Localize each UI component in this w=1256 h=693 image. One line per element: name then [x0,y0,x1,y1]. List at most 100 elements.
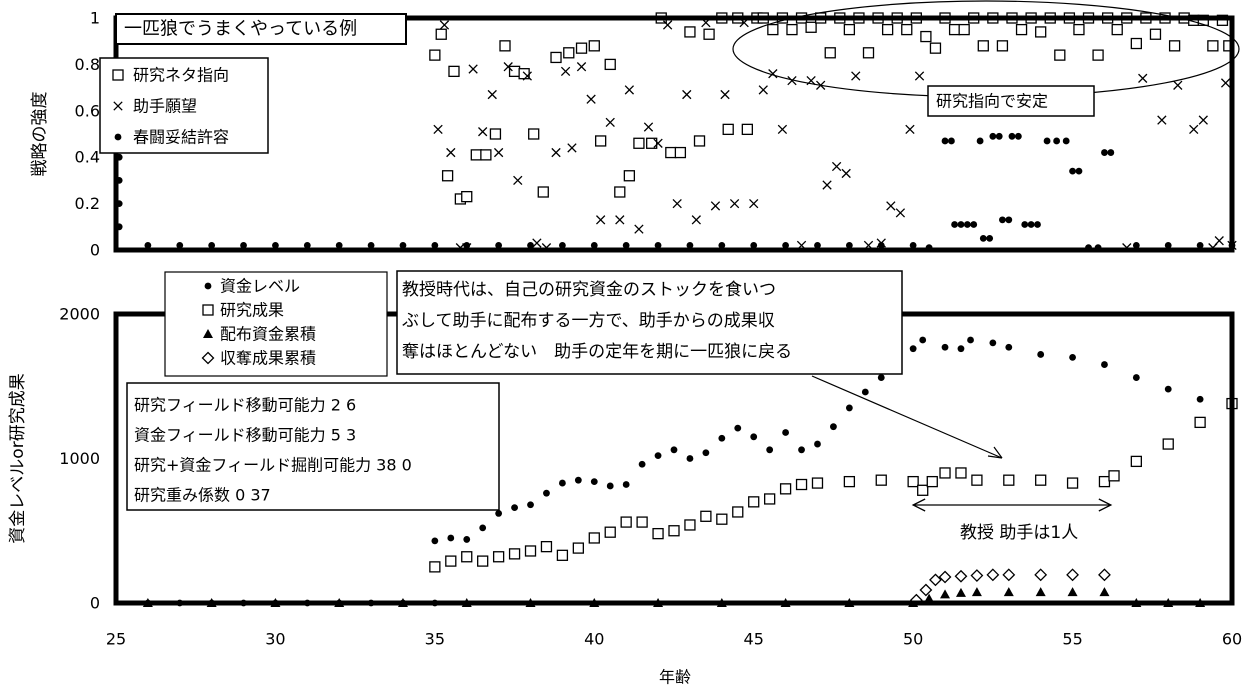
data-point [1214,236,1224,246]
data-point [303,241,311,249]
y-tick-label: 1 [90,9,100,28]
data-point [1164,385,1172,393]
data-point [1069,167,1076,175]
data-point [508,548,521,560]
data-point [686,455,694,462]
data-point [511,504,518,512]
data-point [782,429,789,436]
data-point [1005,343,1013,351]
data-point [768,69,778,79]
data-point [907,475,919,488]
data-point [441,170,454,182]
data-point [779,483,792,495]
series-収奪成果累積 [909,568,1111,607]
data-point [524,545,537,557]
data-point [939,467,951,479]
data-point [905,124,915,135]
param-line: 資金フィールド移動可能力 5 3 [134,426,356,445]
x-tick-label: 60 [1222,630,1242,649]
data-point [843,475,856,488]
data-point [831,161,842,172]
data-point [979,235,987,242]
data-point [1002,568,1016,582]
data-point [702,449,710,457]
data-point [1035,587,1046,597]
data-point [940,589,951,599]
data-point [479,524,487,532]
data-point [652,527,664,540]
data-point [1157,115,1167,125]
data-point [693,135,706,147]
legend-label: 配布資金累積 [220,325,316,344]
span-label: 教授 助手は1人 [960,523,1078,543]
data-point [703,28,715,40]
data-point [1168,40,1181,52]
data-point [811,477,824,489]
data-point [758,85,768,95]
data-point [1035,26,1047,38]
data-point [955,467,967,479]
data-point [622,481,630,488]
data-point [686,241,694,249]
annotation-pointer [811,375,1003,459]
data-point [787,75,797,86]
data-point [1149,28,1162,40]
data-point [734,424,742,432]
data-point [989,339,997,347]
span-arrow-head-left [911,498,926,512]
data-point [606,482,614,490]
data-point [999,216,1006,224]
data-point [750,241,758,249]
data-point [588,40,600,52]
data-point [875,474,887,486]
data-point [431,537,439,545]
title-box [115,13,407,45]
data-point [958,23,970,36]
data-point [1043,137,1051,145]
data-point [691,215,701,225]
legend-label: 研究ネタ指向 [133,66,229,85]
y-tick-label: 0 [90,241,100,260]
data-point [605,117,615,128]
data-point [487,89,497,100]
data-point [527,501,534,509]
data-point [920,30,932,43]
data-point [492,551,505,563]
data-point [684,26,696,38]
data-point [1015,23,1028,36]
data-point [798,446,805,454]
y-tick-label: 2000 [59,305,100,324]
data-point [951,221,958,228]
data-point [463,241,471,249]
data-point [1111,23,1123,36]
data-point [909,345,917,353]
data-point [1138,73,1148,83]
data-point [1069,353,1076,361]
series-研究ネタ指向 [429,12,1235,205]
x-axis-label: 年齢 [659,668,691,687]
data-point [672,198,682,209]
data-point [861,388,869,396]
data-point [977,40,989,52]
y-tick-label: 0.2 [75,194,100,213]
data-point [433,124,443,135]
data-point [543,489,550,497]
data-point [508,65,521,78]
annotation-line: ぶして助手に配布する一方で、助手からの成果収 [402,311,775,331]
data-point [718,241,726,249]
data-point [845,404,853,412]
data-point [971,474,983,486]
data-point [461,190,473,203]
data-point [537,186,549,198]
data-point [272,241,279,249]
legend-marker [114,133,122,141]
data-point [622,241,630,249]
data-point [805,21,817,33]
data-point [750,433,758,441]
x-axis: 25 30 35 40 45 50 55 60 年齢 [106,630,1242,687]
data-point [1054,49,1066,61]
data-point [1196,395,1204,403]
annotation-line: 教授時代は、自己の研究資金のストックを食いつ [402,280,776,300]
data-point [919,336,927,344]
